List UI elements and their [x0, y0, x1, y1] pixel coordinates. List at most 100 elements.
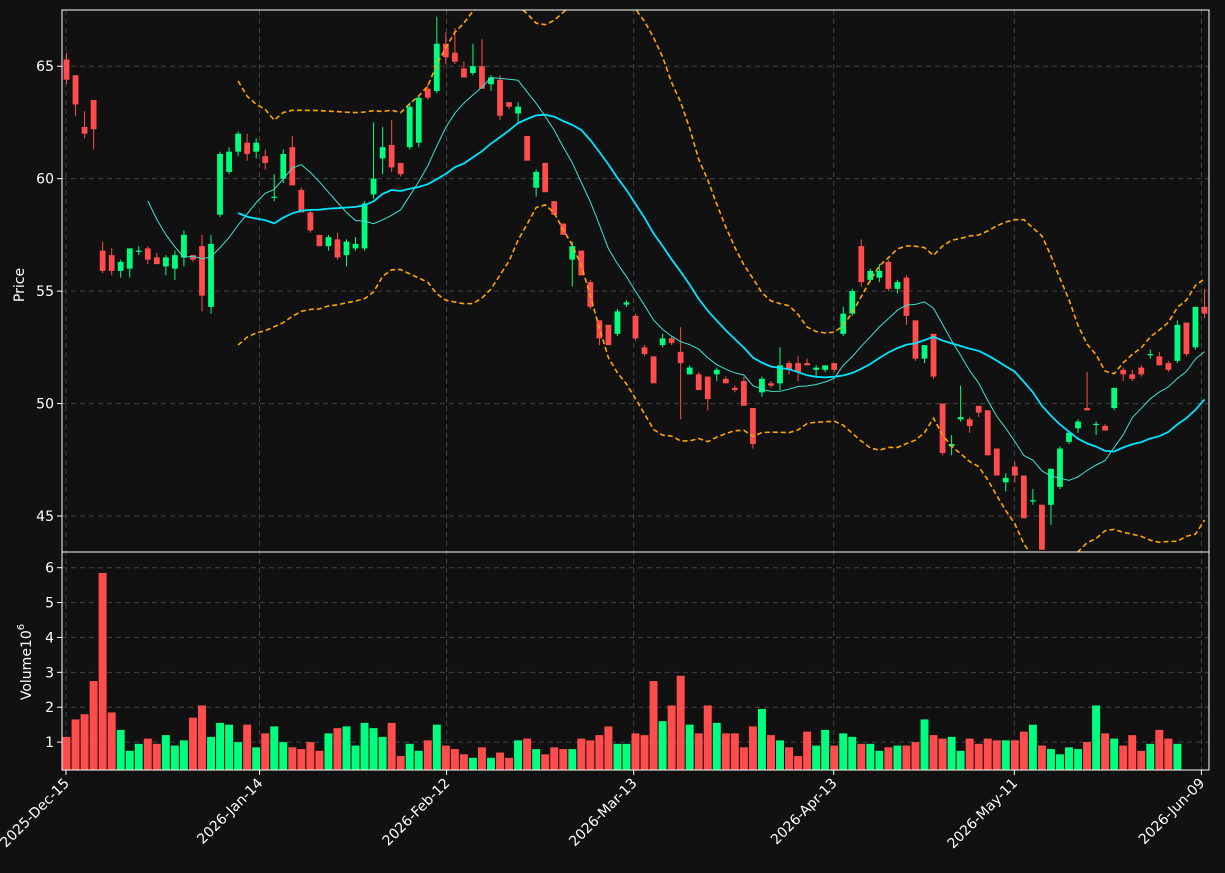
candle-body [470, 66, 476, 73]
candle-body [1029, 500, 1036, 502]
volume-bar [487, 757, 495, 770]
candle [578, 250, 585, 276]
candle-body [1039, 504, 1045, 550]
candle-body [704, 376, 711, 400]
candle-body [217, 153, 223, 215]
candle-body [731, 387, 738, 391]
candle [993, 448, 1000, 476]
candle-body [1066, 432, 1072, 442]
candle-body [442, 43, 449, 58]
volume-axis-label: Volume106 [16, 624, 35, 700]
candle-body [172, 255, 178, 269]
candle [424, 84, 431, 100]
candle [497, 75, 503, 121]
volume-bar [830, 745, 839, 770]
volume-bar [134, 743, 143, 770]
candle [975, 405, 982, 418]
candle [569, 241, 576, 287]
candle-body [135, 250, 142, 252]
candle [632, 313, 639, 341]
candle-body [90, 99, 97, 130]
candle-body [569, 246, 576, 260]
volume-bar [857, 743, 866, 770]
volume-bar [1028, 724, 1037, 770]
candle [1156, 351, 1163, 366]
candle [262, 149, 269, 170]
volume-axis-base: 10 [19, 630, 35, 648]
candle [298, 187, 305, 213]
candle-body [433, 43, 440, 91]
volume-bar [1065, 747, 1073, 770]
candle [81, 111, 88, 139]
candle-body [722, 378, 729, 384]
candle-body [1048, 468, 1054, 505]
candle [1002, 473, 1009, 492]
volume-bar [234, 742, 243, 770]
volume-bar [369, 728, 378, 770]
candle-body [822, 365, 829, 370]
candle [1129, 369, 1136, 382]
candle-body [1084, 408, 1090, 411]
moving-average-fast-line [147, 76, 1205, 481]
candle [831, 363, 838, 373]
candle-body [614, 311, 621, 334]
candle-body [975, 405, 982, 413]
volume-bar [432, 724, 441, 770]
candle-body [831, 363, 838, 370]
candle [822, 365, 829, 373]
volume-tick-label: 4 [45, 630, 54, 646]
candle-body [542, 162, 549, 193]
candle-body [957, 417, 964, 420]
volume-bar [748, 726, 757, 770]
candle-body [686, 367, 693, 375]
volume-bar [225, 724, 234, 770]
candle-body [181, 234, 187, 258]
candle [388, 120, 395, 172]
volume-bar [803, 731, 812, 770]
volume-tick-label: 3 [45, 665, 54, 681]
candle [1174, 320, 1181, 364]
volume-bar [71, 719, 80, 770]
candle [1111, 387, 1118, 411]
candle-body [352, 243, 359, 249]
candle [99, 241, 106, 274]
candle [948, 435, 955, 456]
volume-bar [676, 675, 685, 770]
volume-bar [342, 726, 351, 770]
volume-bar [622, 743, 631, 770]
volume-tick-label: 1 [45, 735, 54, 751]
volume-bar [405, 743, 414, 770]
candle-body [1156, 356, 1163, 366]
candle-body [1020, 475, 1027, 519]
candle-body [1057, 448, 1063, 487]
candle-body [578, 250, 585, 276]
candle-body [397, 162, 404, 175]
volume-bar [477, 747, 486, 770]
candle [433, 16, 440, 94]
candle-body [343, 241, 350, 256]
candle [1093, 421, 1099, 436]
candle [903, 275, 910, 325]
candle [740, 376, 747, 406]
candle [135, 246, 142, 256]
candle [1075, 419, 1081, 433]
volume-bar [1037, 745, 1046, 770]
volume-bar [785, 747, 794, 770]
candle-body [840, 313, 847, 334]
candle-body [786, 363, 792, 370]
candle-body [1192, 306, 1199, 348]
candle [1120, 367, 1127, 382]
candle-body [144, 248, 151, 260]
volume-bar [694, 733, 703, 770]
volume-bar [1155, 729, 1164, 770]
volume-bar [333, 728, 342, 770]
volume-bar [568, 749, 577, 770]
candle-body [1102, 426, 1109, 431]
volume-axis-exponent: 6 [16, 624, 27, 630]
volume-bar [360, 722, 369, 770]
volume-bar [1046, 749, 1055, 770]
volume-bar [423, 740, 432, 770]
candle [226, 147, 232, 175]
volume-bar [324, 733, 333, 770]
volume-bar [297, 749, 306, 770]
